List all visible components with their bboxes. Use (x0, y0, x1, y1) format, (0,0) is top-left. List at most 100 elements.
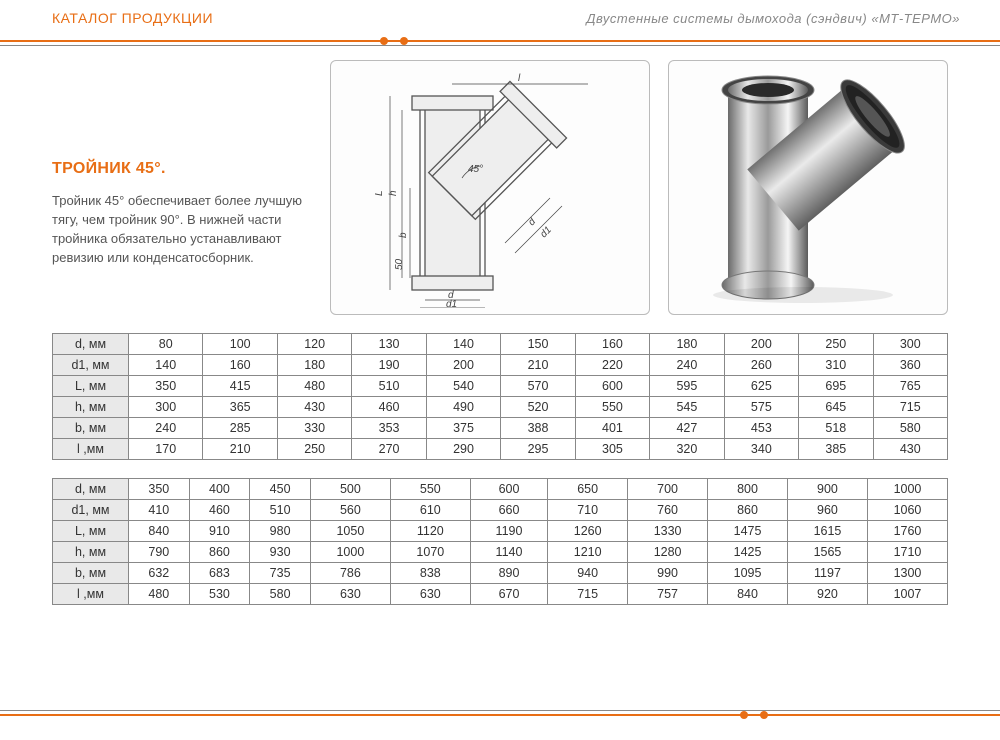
cell: 710 (548, 500, 628, 521)
cell: 1425 (708, 542, 788, 563)
cell: 150 (501, 334, 575, 355)
page-header: КАТАЛОГ ПРОДУКЦИИ Двустенные системы дым… (0, 0, 1000, 34)
cell: 295 (501, 439, 575, 460)
cell: 410 (129, 500, 190, 521)
cell: 80 (129, 334, 203, 355)
cell: 1565 (788, 542, 868, 563)
cell: 480 (129, 584, 190, 605)
cell: 1475 (708, 521, 788, 542)
svg-text:h: h (388, 190, 399, 196)
cell: 130 (352, 334, 426, 355)
cell: 715 (548, 584, 628, 605)
product-title: ТРОЙНИК 45°. (52, 160, 312, 178)
cell: 940 (548, 563, 628, 584)
cell: 540 (426, 376, 500, 397)
cell: 375 (426, 418, 500, 439)
cell: 910 (189, 521, 250, 542)
cell: 650 (548, 479, 628, 500)
cell: 630 (390, 584, 470, 605)
cell: 170 (129, 439, 203, 460)
cell: 160 (203, 355, 277, 376)
cell: 400 (189, 479, 250, 500)
cell: 365 (203, 397, 277, 418)
cell: 500 (310, 479, 390, 500)
cell: 790 (129, 542, 190, 563)
cell: 840 (708, 584, 788, 605)
cell: 240 (129, 418, 203, 439)
row-label: d1, мм (53, 355, 129, 376)
cell: 1260 (548, 521, 628, 542)
spec-table-1: d, мм80100120130140150160180200250300d1,… (52, 333, 948, 460)
row-label: b, мм (53, 563, 129, 584)
cell: 545 (650, 397, 724, 418)
row-label: d1, мм (53, 500, 129, 521)
cell: 330 (277, 418, 351, 439)
row-label: h, мм (53, 542, 129, 563)
cell: 1140 (470, 542, 547, 563)
cell: 190 (352, 355, 426, 376)
cell: 550 (390, 479, 470, 500)
row-label: b, мм (53, 418, 129, 439)
cell: 550 (575, 397, 649, 418)
cell: 860 (189, 542, 250, 563)
technical-drawing: 45° L h b 50 l d d1 d (330, 60, 650, 315)
cell: 700 (628, 479, 708, 500)
cell: 840 (129, 521, 190, 542)
svg-text:l: l (518, 73, 521, 84)
cell: 670 (470, 584, 547, 605)
cell: 960 (788, 500, 868, 521)
cell: 610 (390, 500, 470, 521)
cell: 765 (873, 376, 947, 397)
cell: 695 (799, 376, 873, 397)
cell: 285 (203, 418, 277, 439)
cell: 1190 (470, 521, 547, 542)
cell: 560 (310, 500, 390, 521)
row-label: l ,мм (53, 439, 129, 460)
cell: 250 (799, 334, 873, 355)
cell: 530 (189, 584, 250, 605)
svg-text:d: d (526, 216, 538, 228)
cell: 430 (873, 439, 947, 460)
cell: 860 (708, 500, 788, 521)
cell: 600 (575, 376, 649, 397)
cell: 430 (277, 397, 351, 418)
cell: 570 (501, 376, 575, 397)
product-photo (668, 60, 948, 315)
row-label: l ,мм (53, 584, 129, 605)
row-label: L, мм (53, 521, 129, 542)
cell: 838 (390, 563, 470, 584)
cell: 920 (788, 584, 868, 605)
header-left: КАТАЛОГ ПРОДУКЦИИ (52, 10, 213, 26)
cell: 1615 (788, 521, 868, 542)
cell: 490 (426, 397, 500, 418)
cell: 305 (575, 439, 649, 460)
cell: 1000 (867, 479, 947, 500)
row-label: L, мм (53, 376, 129, 397)
cell: 385 (799, 439, 873, 460)
cell: 401 (575, 418, 649, 439)
cell: 1760 (867, 521, 947, 542)
cell: 1000 (310, 542, 390, 563)
svg-text:45°: 45° (468, 164, 483, 175)
cell: 427 (650, 418, 724, 439)
cell: 450 (250, 479, 311, 500)
cell: 1330 (628, 521, 708, 542)
cell: 600 (470, 479, 547, 500)
cell: 240 (650, 355, 724, 376)
cell: 340 (724, 439, 798, 460)
header-right: Двустенные системы дымохода (сэндвич) «М… (586, 11, 960, 26)
cell: 415 (203, 376, 277, 397)
cell: 632 (129, 563, 190, 584)
cell: 353 (352, 418, 426, 439)
cell: 990 (628, 563, 708, 584)
cell: 180 (650, 334, 724, 355)
cell: 660 (470, 500, 547, 521)
cell: 160 (575, 334, 649, 355)
cell: 310 (799, 355, 873, 376)
cell: 320 (650, 439, 724, 460)
cell: 900 (788, 479, 868, 500)
svg-text:L: L (374, 190, 385, 196)
cell: 460 (189, 500, 250, 521)
cell: 480 (277, 376, 351, 397)
svg-text:b: b (398, 232, 409, 238)
